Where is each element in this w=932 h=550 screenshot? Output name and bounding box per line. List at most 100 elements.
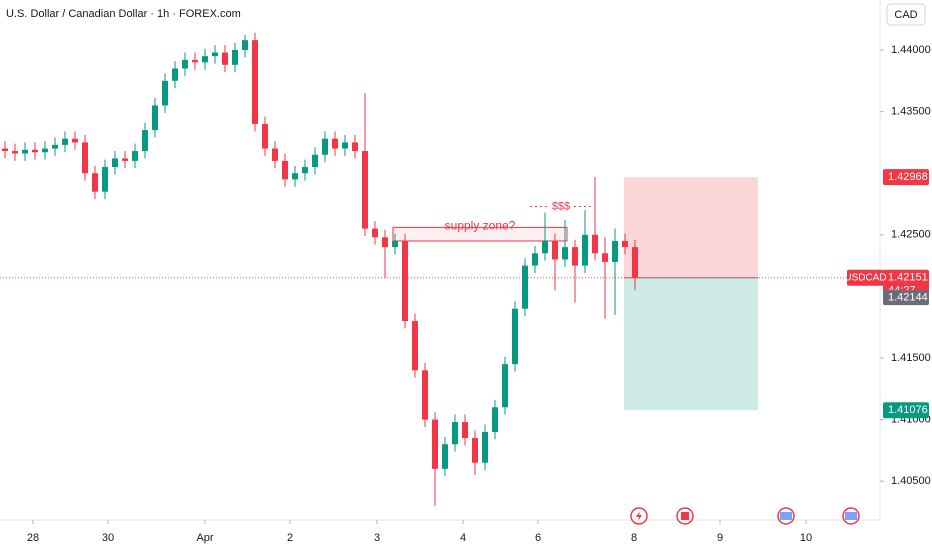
- supply-zone: [392, 226, 568, 242]
- candle-body: [312, 154, 318, 168]
- stop-zone: [624, 177, 758, 278]
- candle-body: [252, 40, 258, 124]
- candle-body: [362, 151, 368, 229]
- event-icon-glyph: [845, 512, 857, 520]
- event-icon-glyph: [681, 512, 689, 520]
- candle-body: [482, 431, 488, 463]
- candle-body: [22, 149, 28, 154]
- candle-body: [32, 149, 38, 153]
- candle-body: [352, 142, 358, 152]
- candle-body: [2, 148, 8, 152]
- candle-body: [442, 444, 448, 469]
- candle-body: [372, 228, 378, 238]
- candle-body: [622, 240, 628, 248]
- candle-body: [52, 144, 58, 149]
- currency-button[interactable]: [886, 3, 926, 26]
- candle-body: [172, 68, 178, 81]
- candle-body: [122, 158, 128, 161]
- x-tick-label: Apr: [196, 532, 213, 544]
- candle-body: [412, 321, 418, 371]
- price-label-box: [883, 169, 929, 186]
- candle-body: [42, 148, 48, 153]
- candle-body: [462, 422, 468, 439]
- candle-body: [392, 240, 398, 248]
- price-label-box: [883, 402, 929, 419]
- candle-body: [292, 173, 298, 180]
- candle-body: [242, 40, 248, 51]
- candle-body: [92, 173, 98, 192]
- candle-body: [182, 59, 188, 69]
- event-icon-glyph: [780, 512, 792, 520]
- x-tick-label: 6: [535, 532, 541, 544]
- candle-body: [72, 138, 78, 143]
- x-tick-label: 8: [631, 532, 637, 544]
- candle-body: [492, 407, 498, 432]
- candle-body: [632, 247, 638, 278]
- target-zone: [624, 277, 758, 411]
- candle-body: [422, 370, 428, 420]
- x-tick-label: 4: [460, 532, 466, 544]
- candle-body: [162, 80, 168, 106]
- candle-body: [202, 56, 208, 63]
- candle-body: [112, 158, 118, 168]
- candle-body: [132, 151, 138, 161]
- x-tick-label: 9: [717, 532, 723, 544]
- currency-label[interactable]: CAD: [894, 9, 917, 21]
- candle-body: [612, 240, 618, 262]
- event-icons: [630, 507, 860, 525]
- candle-body: [322, 138, 328, 155]
- supply-zone-label: supply zone?: [445, 219, 516, 233]
- y-tick-label: 1.44000: [891, 44, 931, 56]
- candle-body: [82, 142, 88, 174]
- price-label: 1.42144: [888, 292, 928, 304]
- candle-body: [452, 422, 458, 445]
- candle-body: [332, 138, 338, 149]
- candle-body: [542, 240, 548, 254]
- x-tick-label: 28: [27, 532, 39, 544]
- price-label: 1.41076: [888, 404, 928, 416]
- y-tick-label: 1.41500: [891, 352, 931, 364]
- chart-title: U.S. Dollar / Canadian Dollar · 1h · FOR…: [6, 8, 241, 20]
- candle-body: [262, 123, 268, 149]
- candle-body: [552, 240, 558, 260]
- candle-body: [342, 142, 348, 149]
- symbol-label-box: [847, 269, 884, 286]
- candle-body: [522, 265, 528, 309]
- candle-body: [152, 105, 158, 131]
- price-label: 1.42968: [888, 171, 928, 183]
- candle-body: [432, 419, 438, 469]
- price-label: 1.42151: [888, 272, 928, 284]
- candle-body: [212, 52, 218, 57]
- candle-body: [472, 438, 478, 463]
- candle-body: [222, 52, 228, 65]
- y-tick-label: 1.40500: [891, 475, 931, 487]
- x-tick-label: 2: [287, 532, 293, 544]
- candle-body: [232, 50, 238, 65]
- liquidity-label: $$$: [552, 200, 570, 212]
- candle-body: [142, 130, 148, 152]
- x-tick-label: 10: [800, 532, 812, 544]
- candle-body: [102, 167, 108, 192]
- candle-body: [562, 247, 568, 260]
- candle-body: [532, 253, 538, 266]
- x-tick-label: 30: [102, 532, 114, 544]
- candle-body: [402, 240, 408, 322]
- candle-body: [572, 247, 578, 266]
- candle-body: [382, 237, 388, 248]
- candle-body: [602, 253, 608, 262]
- x-tick-label: 3: [374, 532, 380, 544]
- y-tick-label: 1.43500: [891, 106, 931, 118]
- price-label-box: [883, 290, 929, 306]
- candle-body: [192, 59, 198, 63]
- candle-body: [582, 234, 588, 266]
- symbol-label: USDCAD: [844, 272, 886, 283]
- candle-body: [302, 167, 308, 174]
- event-icon-glyph: [636, 511, 642, 521]
- candle-body: [282, 160, 288, 180]
- candle-body: [272, 148, 278, 161]
- y-tick-label: 1.42500: [891, 229, 931, 241]
- candle-body: [12, 151, 18, 154]
- candle-body: [512, 308, 518, 365]
- candle-body: [592, 234, 598, 254]
